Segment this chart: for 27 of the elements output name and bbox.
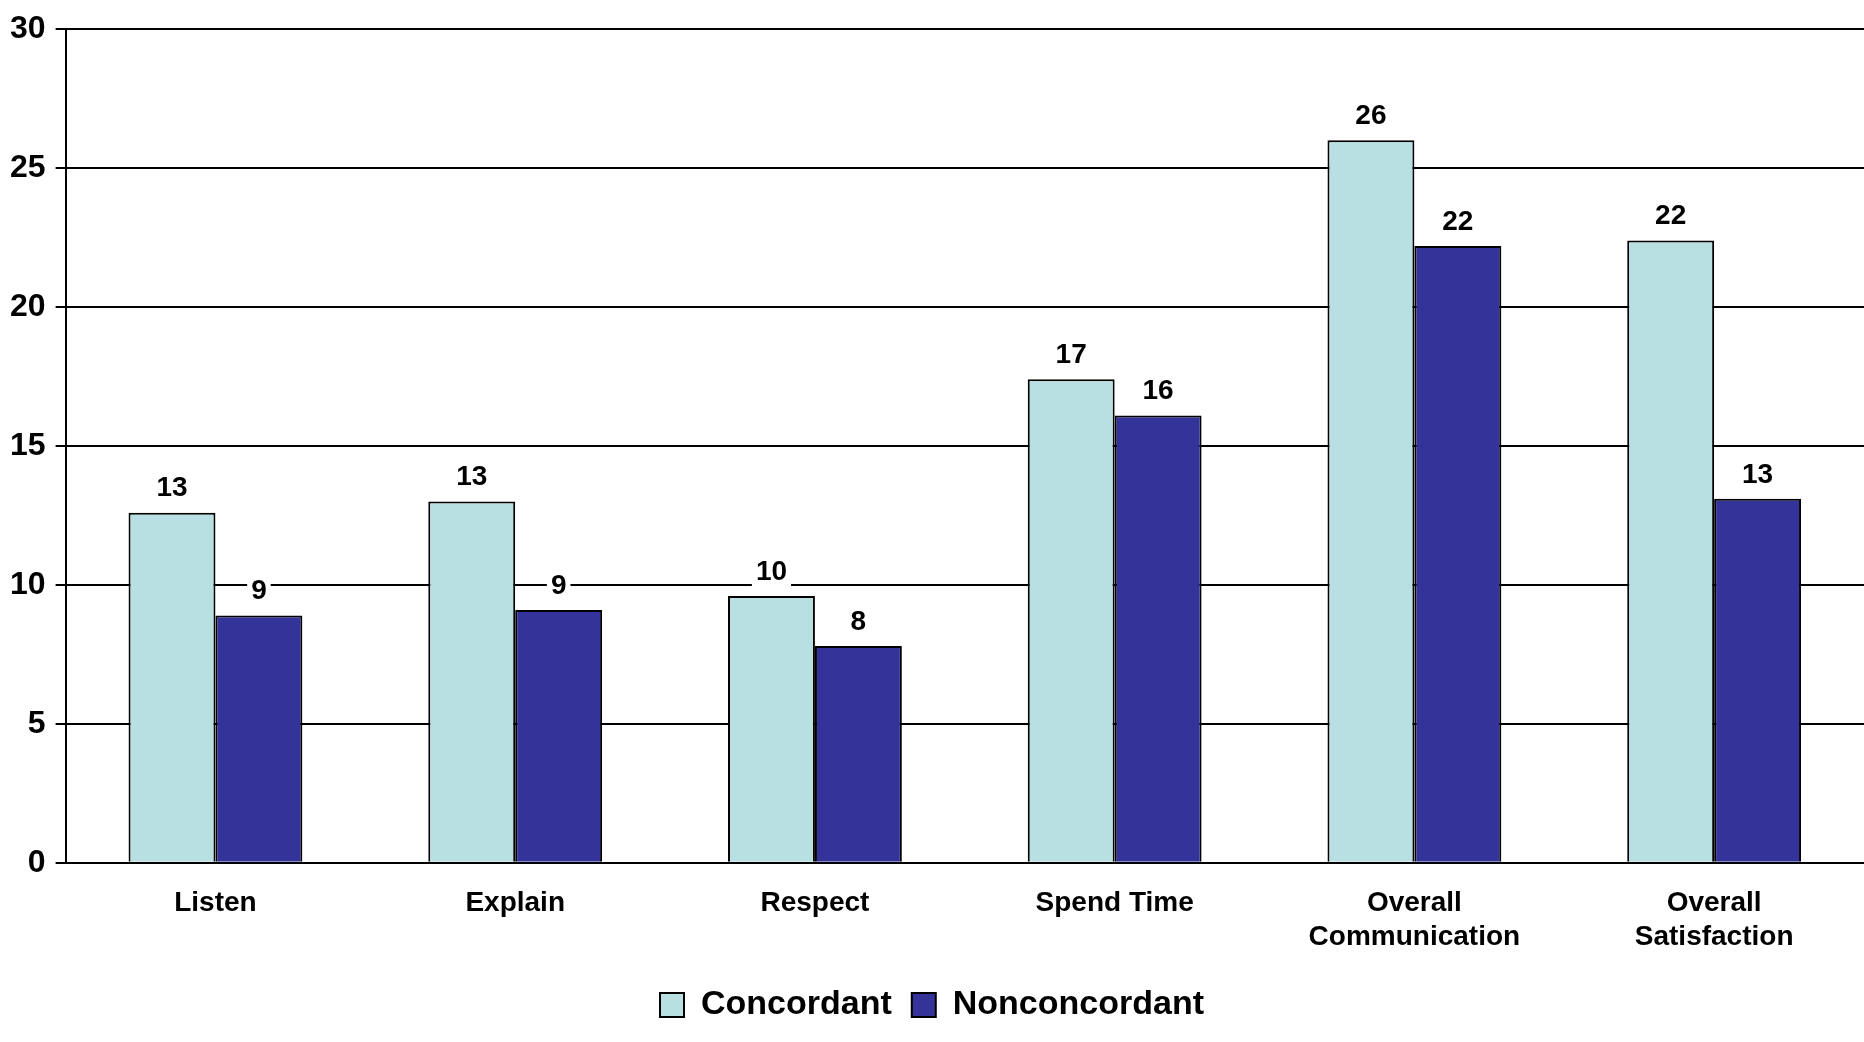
x-tick-label: Overall Communication <box>1308 886 1521 951</box>
x-tick-label: Respect <box>760 886 870 918</box>
data-label: 26 <box>1355 99 1387 131</box>
y-tick-label: 5 <box>27 703 46 740</box>
data-label: 9 <box>251 574 267 606</box>
data-label: 13 <box>1742 457 1774 489</box>
data-label: 13 <box>456 460 488 492</box>
data-label: 22 <box>1655 199 1687 231</box>
y-tick-label: 20 <box>10 286 46 323</box>
data-label: 10 <box>755 554 788 586</box>
y-tick-label: 0 <box>27 842 46 879</box>
legend-label: Concordant <box>701 983 892 1022</box>
legend-label: Nonconcordant <box>952 983 1204 1022</box>
data-label: 16 <box>1142 374 1174 406</box>
y-tick-label: 10 <box>10 564 46 601</box>
data-label: 9 <box>550 568 567 600</box>
y-tick-label: 30 <box>10 9 46 46</box>
x-tick-label: Spend Time <box>1035 886 1194 918</box>
x-tick-label: Listen <box>174 886 257 918</box>
data-label: 8 <box>850 604 867 636</box>
x-tick-label: Explain <box>465 886 565 918</box>
x-tick-label: Overall Satisfaction <box>1634 886 1794 951</box>
y-tick-label: 15 <box>10 425 46 462</box>
data-label: 13 <box>156 471 188 503</box>
data-label: 17 <box>1055 338 1087 370</box>
y-tick-label: 25 <box>10 147 46 184</box>
data-label: 22 <box>1442 204 1474 236</box>
